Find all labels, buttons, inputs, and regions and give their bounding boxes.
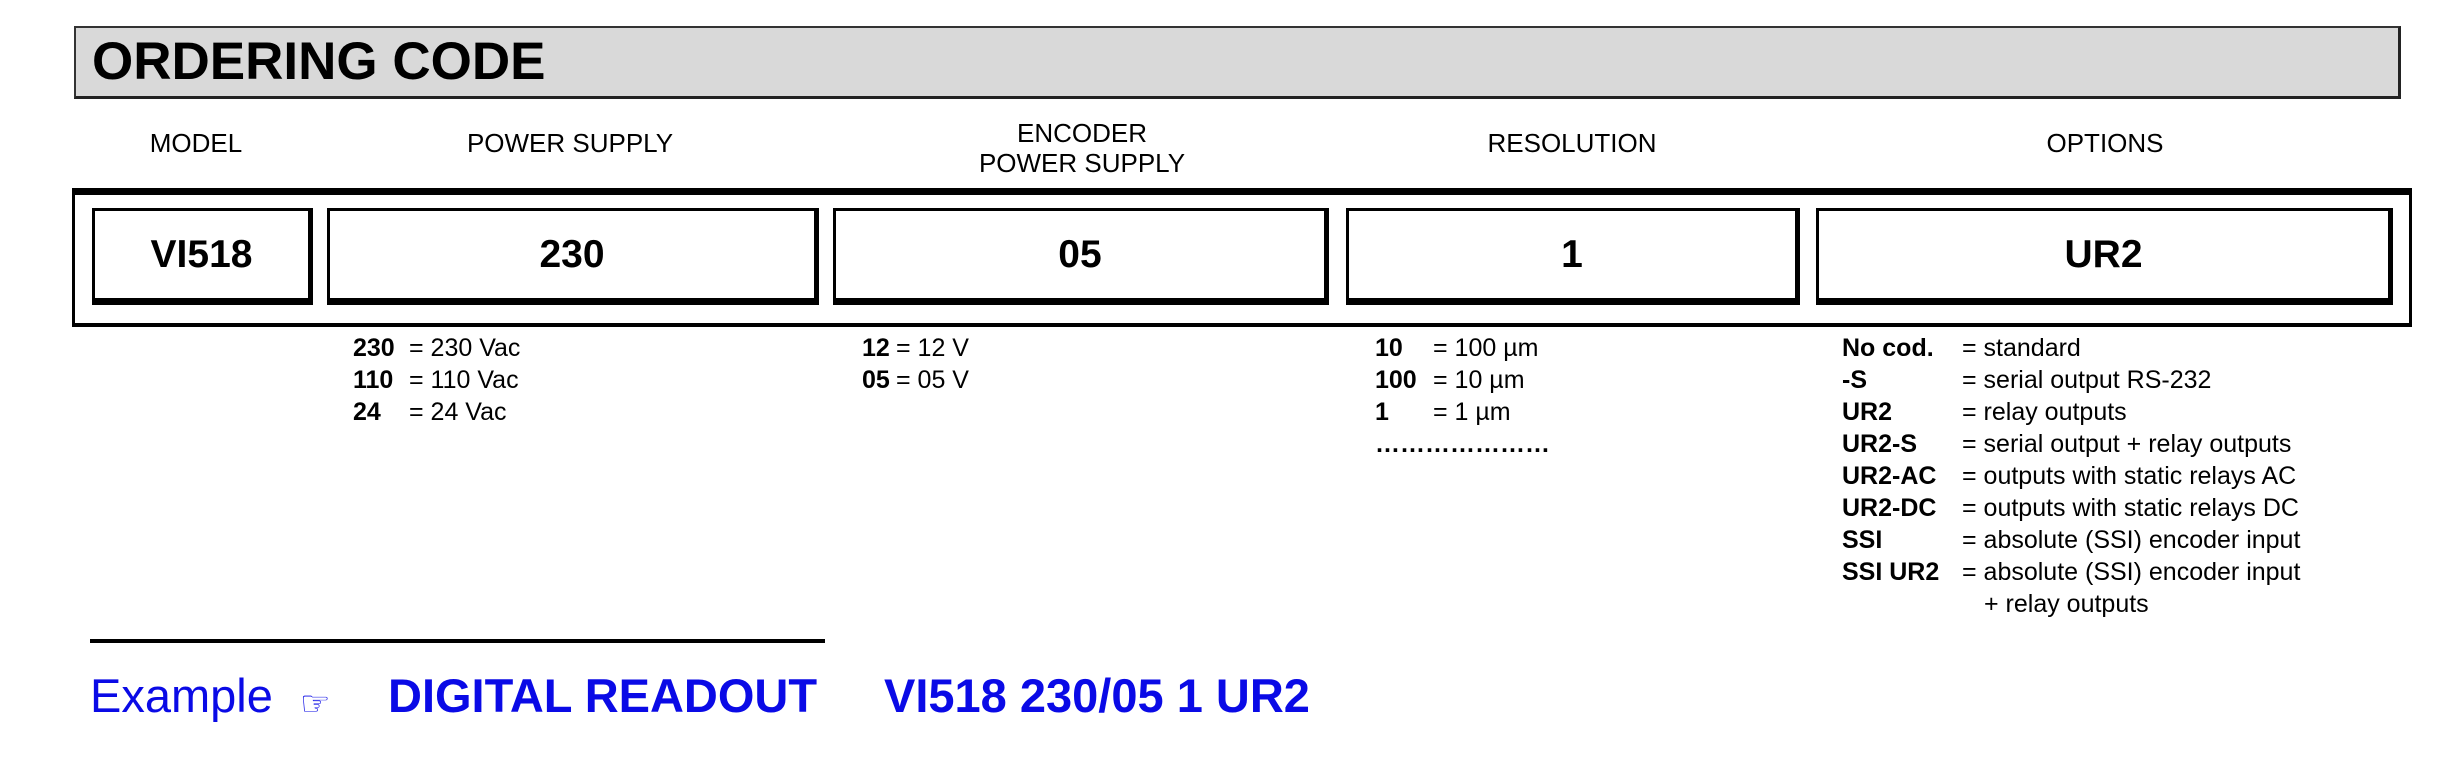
resolution-code: 10 <box>1375 334 1403 362</box>
options-legend: No cod. = standard -S = serial output RS-23… <box>1842 332 2402 620</box>
column-label-resolution: RESOLUTION <box>1487 128 1657 158</box>
resolution-item: 1 = 1 µm <box>1375 396 1775 428</box>
option-code: UR2-DC <box>1842 494 1937 522</box>
resolution-description: = 10 µm <box>1433 366 1525 394</box>
option-item: -S = serial output RS-232 <box>1842 364 2402 396</box>
option-item: SSI UR2 = absolute (SSI) encoder input <box>1842 556 2402 588</box>
section-header: ORDERING CODE <box>74 26 2401 99</box>
resolution-item: 10 = 100 µm <box>1375 332 1775 364</box>
resolution-description: = 100 µm <box>1433 334 1539 362</box>
option-description: + relay outputs <box>1984 590 2149 618</box>
option-code: No cod. <box>1842 334 1934 362</box>
ordering-code-frame <box>72 188 2412 327</box>
option-item: UR2-S = serial output + relay outputs <box>1842 428 2402 460</box>
code-box-model: VI518 <box>92 208 313 305</box>
power-supply-code: 230 <box>353 334 395 362</box>
option-description: = serial output + relay outputs <box>1962 430 2292 458</box>
power-supply-item: 230 = 230 Vac <box>353 332 653 364</box>
column-label-encoder-line1: ENCODER <box>1016 118 1148 148</box>
option-item: + relay outputs <box>1842 588 2402 620</box>
resolution-code: 1 <box>1375 398 1389 426</box>
resolution-item: ………………… <box>1375 428 1775 460</box>
example-label: Example <box>90 669 273 722</box>
example-product: DIGITAL READOUT <box>388 669 818 722</box>
power-supply-description: = 24 Vac <box>409 398 507 426</box>
column-label-options: OPTIONS <box>2046 128 2164 158</box>
code-box-options: UR2 <box>1816 208 2393 305</box>
code-box-encoder: 05 <box>833 208 1329 305</box>
option-description: = absolute (SSI) encoder input <box>1962 558 2301 586</box>
code-box-resolution: 1 <box>1346 208 1800 305</box>
power-supply-description: = 230 Vac <box>409 334 521 362</box>
power-supply-legend: 230 = 230 Vac 110 = 110 Vac 24 = 24 Vac <box>353 332 653 428</box>
resolution-description: = 1 µm <box>1433 398 1511 426</box>
option-item: UR2 = relay outputs <box>1842 396 2402 428</box>
option-item: No cod. = standard <box>1842 332 2402 364</box>
example-code: VI518 230/05 1 UR2 <box>884 669 1310 722</box>
power-supply-item: 24 = 24 Vac <box>353 396 653 428</box>
option-code: UR2 <box>1842 398 1893 426</box>
option-code: -S <box>1842 366 1867 394</box>
option-description: = standard <box>1962 334 2081 362</box>
option-description: = outputs with static relays AC <box>1962 462 2297 490</box>
option-description: = serial output RS-232 <box>1962 366 2212 394</box>
encoder-code: 05 <box>862 366 890 394</box>
option-item: UR2-DC = outputs with static relays DC <box>1842 492 2402 524</box>
pointing-hand-icon: ☞ <box>300 685 331 723</box>
option-code: UR2-AC <box>1842 462 1937 490</box>
encoder-code: 12 <box>862 334 890 362</box>
resolution-code: ………………… <box>1375 430 1550 458</box>
column-label-encoder-line2: POWER SUPPLY <box>978 148 1186 178</box>
column-label-power-supply: POWER SUPPLY <box>466 128 674 158</box>
separator-line <box>90 639 825 643</box>
option-code: SSI UR2 <box>1842 558 1940 586</box>
option-description: = relay outputs <box>1962 398 2127 426</box>
encoder-item: 12 = 12 V <box>862 332 1162 364</box>
code-box-power-supply: 230 <box>327 208 819 305</box>
option-code: UR2-S <box>1842 430 1918 458</box>
encoder-item: 05 = 05 V <box>862 364 1162 396</box>
resolution-item: 100 = 10 µm <box>1375 364 1775 396</box>
power-supply-code: 110 <box>353 366 394 394</box>
option-item: UR2-AC = outputs with static relays AC <box>1842 460 2402 492</box>
encoder-legend: 12 = 12 V 05 = 05 V <box>862 332 1162 396</box>
section-title: ORDERING CODE <box>92 32 546 91</box>
option-description: = absolute (SSI) encoder input <box>1962 526 2301 554</box>
encoder-description: = 12 V <box>896 334 969 362</box>
resolution-legend: 10 = 100 µm 100 = 10 µm 1 = 1 µm ………………… <box>1375 332 1775 460</box>
power-supply-description: = 110 Vac <box>409 366 519 394</box>
option-code: SSI <box>1842 526 1883 554</box>
option-item: SSI = absolute (SSI) encoder input <box>1842 524 2402 556</box>
resolution-code: 100 <box>1375 366 1417 394</box>
power-supply-code: 24 <box>353 398 381 426</box>
column-label-model: MODEL <box>149 128 243 158</box>
power-supply-item: 110 = 110 Vac <box>353 364 653 396</box>
option-description: = outputs with static relays DC <box>1962 494 2299 522</box>
encoder-description: = 05 V <box>896 366 969 394</box>
